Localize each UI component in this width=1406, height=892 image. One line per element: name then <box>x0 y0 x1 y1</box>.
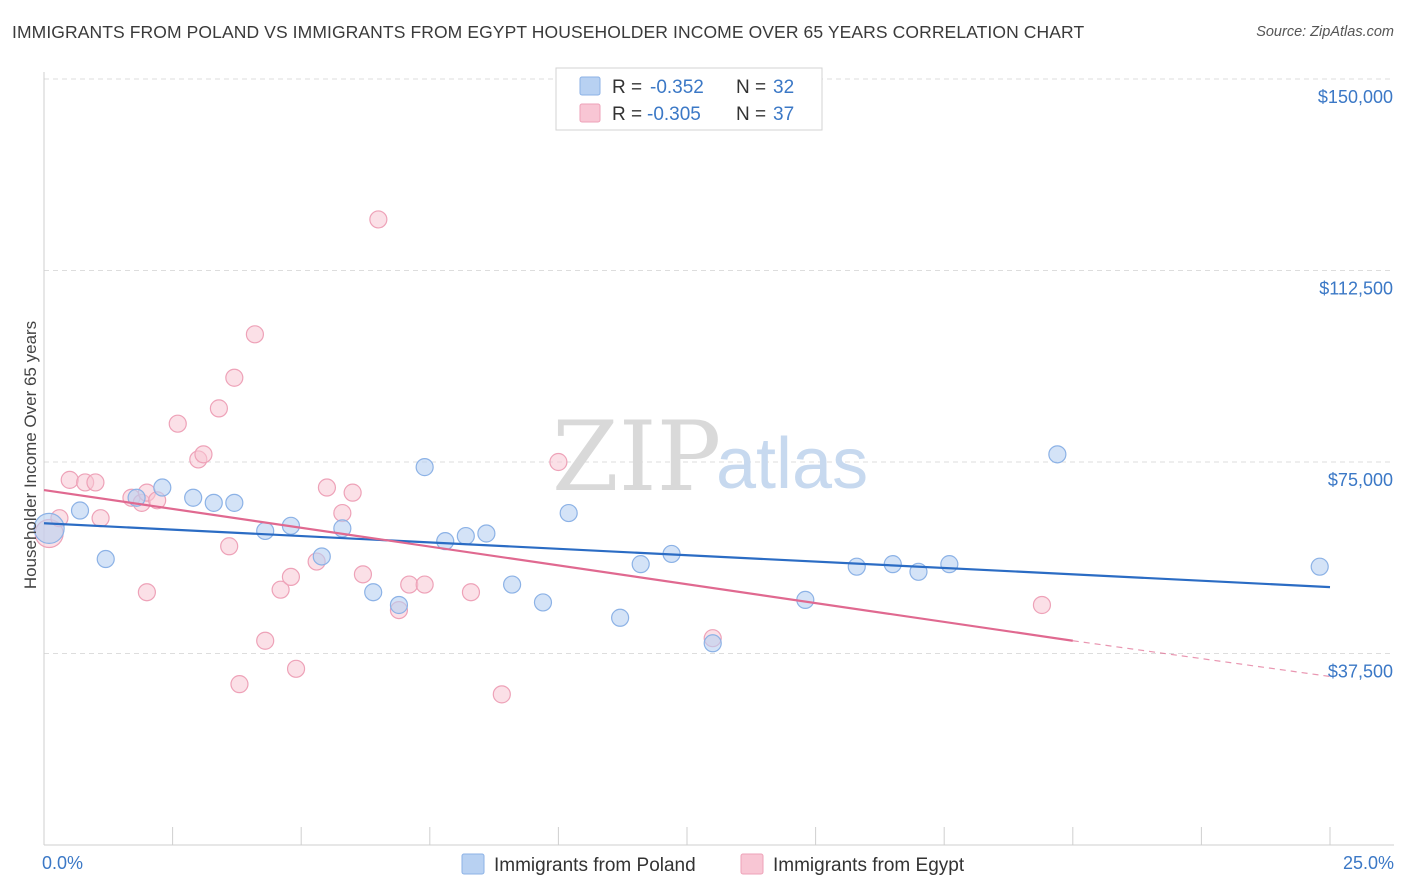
poland-point <box>847 557 866 576</box>
legend-n-label-poland: N = <box>736 77 766 98</box>
egypt-point <box>343 483 362 502</box>
poland-point <box>256 521 275 541</box>
egypt-point <box>168 414 187 433</box>
egypt-point <box>271 580 290 599</box>
poland-point <box>184 488 203 507</box>
egypt-point <box>400 575 419 594</box>
y-tick-label: $112,500 <box>1319 279 1393 299</box>
x-ticks <box>172 827 1331 845</box>
poland-point <box>70 501 90 520</box>
poland-point <box>503 575 522 594</box>
poland-point <box>456 526 475 546</box>
watermark-zip: ZIP <box>552 401 721 513</box>
series-legend-swatch-egypt <box>740 853 764 875</box>
egypt-point <box>1032 595 1052 615</box>
egypt-point <box>549 452 568 472</box>
poland-point <box>611 608 630 627</box>
x-tick-label-max: 25.0% <box>1343 853 1394 873</box>
egypt-point <box>353 565 373 584</box>
legend-r-label-poland: R = <box>612 77 642 98</box>
watermark: ZIP atlas <box>552 401 868 513</box>
poland-point <box>1048 445 1067 464</box>
egypt-point <box>286 659 306 678</box>
egypt-point <box>317 478 337 497</box>
egypt-point <box>209 399 228 418</box>
poland-point <box>415 458 434 477</box>
egypt-point <box>492 685 511 704</box>
legend-swatch-poland <box>579 76 601 96</box>
egypt-point <box>91 509 110 528</box>
chart-title: IMMIGRANTS FROM POLAND VS IMMIGRANTS FRO… <box>12 22 1085 42</box>
poland-point <box>631 555 650 574</box>
y-tick-label: $37,500 <box>1328 662 1393 682</box>
poland-point <box>703 634 722 653</box>
poland-point <box>940 555 959 574</box>
y-axis-title: Householder Income Over 65 years <box>21 321 40 589</box>
source-credit: Source: ZipAtlas.com <box>1256 24 1394 40</box>
poland-point <box>225 493 244 512</box>
x-tick-label-min: 0.0% <box>42 853 83 873</box>
egypt-point <box>230 675 249 694</box>
egypt-point <box>245 325 265 344</box>
series-legend-swatch-poland <box>461 853 485 875</box>
poland-point <box>312 547 331 566</box>
axes <box>43 72 1394 846</box>
trend-lines <box>43 488 1331 678</box>
poland-point <box>389 595 409 615</box>
egypt-trend-line <box>43 488 1073 642</box>
egypt-point <box>220 537 239 556</box>
legend-n-value-poland: 32 <box>773 77 794 98</box>
egypt-point <box>86 473 105 492</box>
egypt-point <box>461 583 481 602</box>
egypt-point <box>60 470 79 489</box>
poland-point <box>1310 557 1329 576</box>
egypt-points <box>34 210 1052 704</box>
egypt-trend-extension <box>1072 640 1331 678</box>
gridlines <box>44 78 1394 654</box>
legend-r-value-poland: -0.352 <box>650 77 704 98</box>
poland-point <box>364 583 383 602</box>
poland-point <box>477 524 496 543</box>
egypt-point <box>194 445 213 464</box>
legend-n-label-egypt: N = <box>736 104 766 125</box>
y-tick-label: $150,000 <box>1318 87 1393 107</box>
poland-point <box>559 503 578 523</box>
poland-point <box>96 549 115 569</box>
series-legend-label-egypt: Immigrants from Egypt <box>773 855 965 876</box>
egypt-point <box>369 210 388 229</box>
poland-point <box>533 593 553 612</box>
legend-r-value-egypt: -0.305 <box>647 104 701 125</box>
series-legend: Immigrants from Poland Immigrants from E… <box>461 853 965 876</box>
egypt-point <box>225 368 244 387</box>
correlation-legend: R = -0.352 N = 32 R = -0.305 N = 37 <box>555 67 823 131</box>
poland-point <box>204 493 223 512</box>
poland-point <box>153 478 172 497</box>
egypt-point <box>333 503 352 523</box>
y-tick-label: $75,000 <box>1328 470 1393 490</box>
egypt-point <box>137 583 156 602</box>
watermark-atlas: atlas <box>716 424 868 504</box>
legend-r-label-egypt: R = <box>612 104 642 125</box>
egypt-point <box>281 567 301 587</box>
y-tick-labels: $37,500 $75,000 $112,500 $150,000 <box>1318 87 1393 682</box>
legend-swatch-egypt <box>579 103 601 123</box>
legend-n-value-egypt: 37 <box>773 104 794 125</box>
egypt-point <box>256 631 275 650</box>
egypt-point <box>415 575 434 594</box>
poland-point <box>33 512 65 544</box>
poland-trend-line <box>43 522 1331 589</box>
series-legend-label-poland: Immigrants from Poland <box>494 855 696 876</box>
